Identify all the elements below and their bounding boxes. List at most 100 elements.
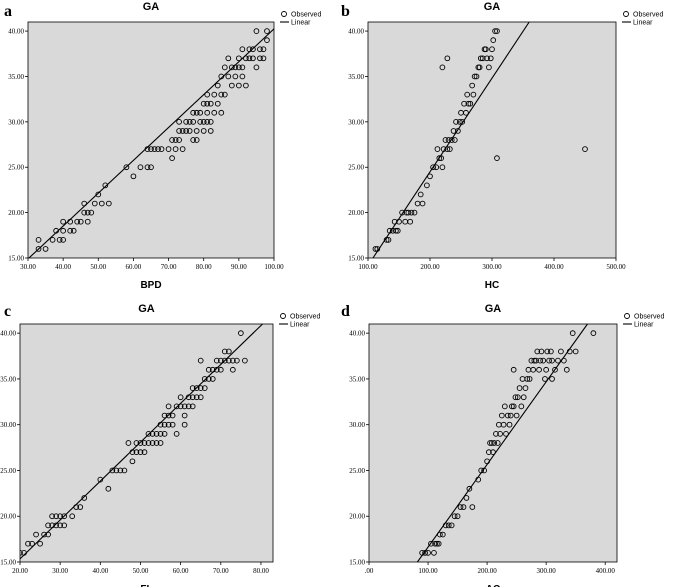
panel-c-observed-point: [217, 366, 224, 373]
panel-a-observed-point: [193, 109, 200, 116]
panel-a-observed-point: [98, 200, 105, 207]
panel-a-observed-point: [253, 28, 260, 34]
panel-d-y-tick-label: 25.00: [349, 467, 365, 475]
panel-c-observed-point: [189, 403, 196, 410]
panel-a-observed-point: [221, 91, 228, 98]
panel-d-legend-observed-symbol: [624, 313, 630, 319]
panel-a-observed-point: [246, 46, 253, 53]
panel-b-observed-point: [494, 155, 500, 162]
panel-b-observed-point: [439, 64, 446, 71]
panel-b-observed-point: [450, 128, 457, 134]
panel-a-x-tick-label: 70.00: [161, 263, 177, 271]
panel-b-observed-point: [444, 55, 451, 62]
panel-a-observed-point: [211, 91, 218, 98]
panel-a-observed-point: [84, 209, 91, 216]
panel-a-y-tick-label: 40.00: [8, 28, 24, 36]
panel-b-title: GA: [484, 1, 501, 13]
panel-d-title: GA: [485, 303, 502, 315]
panel-b-observed-point: [438, 155, 445, 162]
panel-b-legend-linear: Linear: [633, 20, 653, 27]
panel-b-observed-point: [434, 146, 441, 152]
panel-c-observed-point: [105, 485, 112, 492]
panel-c-observed-point: [197, 394, 204, 401]
panel-d-observed-point: [425, 549, 431, 556]
panel-a-observed-point: [260, 46, 267, 53]
panel-c-observed-point: [221, 357, 228, 364]
panel-a-observed-point: [257, 46, 263, 53]
panel-d-observed-point: [469, 504, 476, 510]
panel-d-y-tick-label: 30.00: [349, 421, 365, 429]
panel-d-observed-point: [510, 403, 517, 410]
panel-a-observed-point: [204, 100, 211, 107]
panel-c-observed-point: [33, 531, 39, 538]
panel-d-observed-point: [484, 458, 490, 465]
panel-c-x-axis-label: FL: [140, 584, 152, 587]
panel-a-observed-point: [84, 218, 91, 225]
panel-b-observed-point: [440, 146, 447, 152]
panel-c-observed-point: [185, 394, 192, 401]
panel-b-x-tick-label: 300.00: [482, 263, 502, 271]
panel-a-x-axis-label: BPD: [140, 280, 161, 291]
panel-d-observed-point: [448, 522, 455, 529]
panel-d-observed-point: [552, 366, 558, 373]
panel-d-observed-point: [549, 376, 555, 382]
panel-a-observed-point: [169, 155, 175, 162]
panel-d-observed-point: [548, 348, 554, 355]
panel-a-observed-point: [172, 146, 179, 152]
panel-c-observed-point: [69, 513, 76, 520]
panel-c-observed-point: [125, 440, 132, 446]
panel-c-observed-point: [169, 412, 176, 419]
panel-c-x-tick-label: 70.00: [213, 567, 229, 575]
panel-a-x-tick-label: 100.00: [264, 263, 284, 271]
panel-a-observed-point: [148, 146, 154, 152]
panel-b-observed-point: [446, 146, 453, 152]
panel-b-letter: b: [341, 3, 350, 20]
panel-d-observed-point: [490, 449, 496, 456]
panel-a-x-tick-label: 40.00: [55, 263, 71, 271]
panel-d-observed-point: [540, 357, 547, 364]
panel-a-y-tick-label: 35.00: [8, 73, 24, 81]
panel-a-observed-point: [211, 109, 218, 116]
panel-c-observed-point: [37, 540, 43, 547]
panel-a-observed-point: [144, 164, 151, 171]
panel-d-observed-point: [543, 366, 549, 373]
panel-d-linear-fit-line: [416, 324, 588, 562]
panel-d-observed-point: [419, 549, 425, 556]
panel-a-observed-point: [176, 118, 182, 125]
panel-d-x-tick-label: .00: [365, 567, 374, 575]
panel-a-observed-point: [214, 82, 221, 89]
panel-b-observed-point: [399, 209, 405, 216]
panel-b-observed-point: [430, 164, 436, 171]
panel-b-observed-point: [448, 137, 455, 143]
panel-c-observed-point: [57, 513, 64, 520]
panel-b-observed-point: [396, 218, 402, 225]
panel-a-observed-point: [53, 227, 59, 234]
panel-b-observed-point: [476, 64, 483, 71]
panel-a-observed-point: [158, 146, 165, 152]
panel-c-y-tick-label: 20.00: [0, 513, 16, 521]
panel-b-observed-point: [424, 182, 430, 189]
panel-a-title: GA: [143, 1, 160, 13]
panel-a-legend-observed: Observed: [291, 12, 321, 19]
panel-c-observed-point: [145, 430, 152, 437]
panel-a-observed-point: [179, 128, 186, 134]
panel-d-y-tick-label: 20.00: [349, 513, 365, 521]
panel-c-observed-point: [97, 476, 104, 483]
panel-c-observed-point: [221, 348, 228, 355]
panel-a-observed-point: [207, 118, 214, 125]
panel-c-observed-point: [197, 385, 204, 391]
panel-d-observed-point: [422, 549, 428, 556]
panel-b-observed-point: [383, 236, 390, 243]
panel-a-observed-point: [144, 146, 151, 152]
panel-d-x-axis-label: AC: [486, 584, 500, 587]
panel-c-observed-point: [181, 412, 188, 419]
panel-d-observed-point: [510, 366, 517, 373]
panel-a-y-tick-label: 20.00: [8, 209, 24, 217]
panel-a-observed-point: [236, 64, 242, 71]
panel-a-observed-point: [257, 55, 263, 62]
panel-c-observed-point: [137, 440, 144, 446]
panel-c-observed-point: [157, 440, 164, 446]
panel-a-observed-point: [95, 191, 102, 198]
panel-c-observed-point: [129, 449, 136, 456]
panel-d-observed-point: [514, 394, 521, 401]
